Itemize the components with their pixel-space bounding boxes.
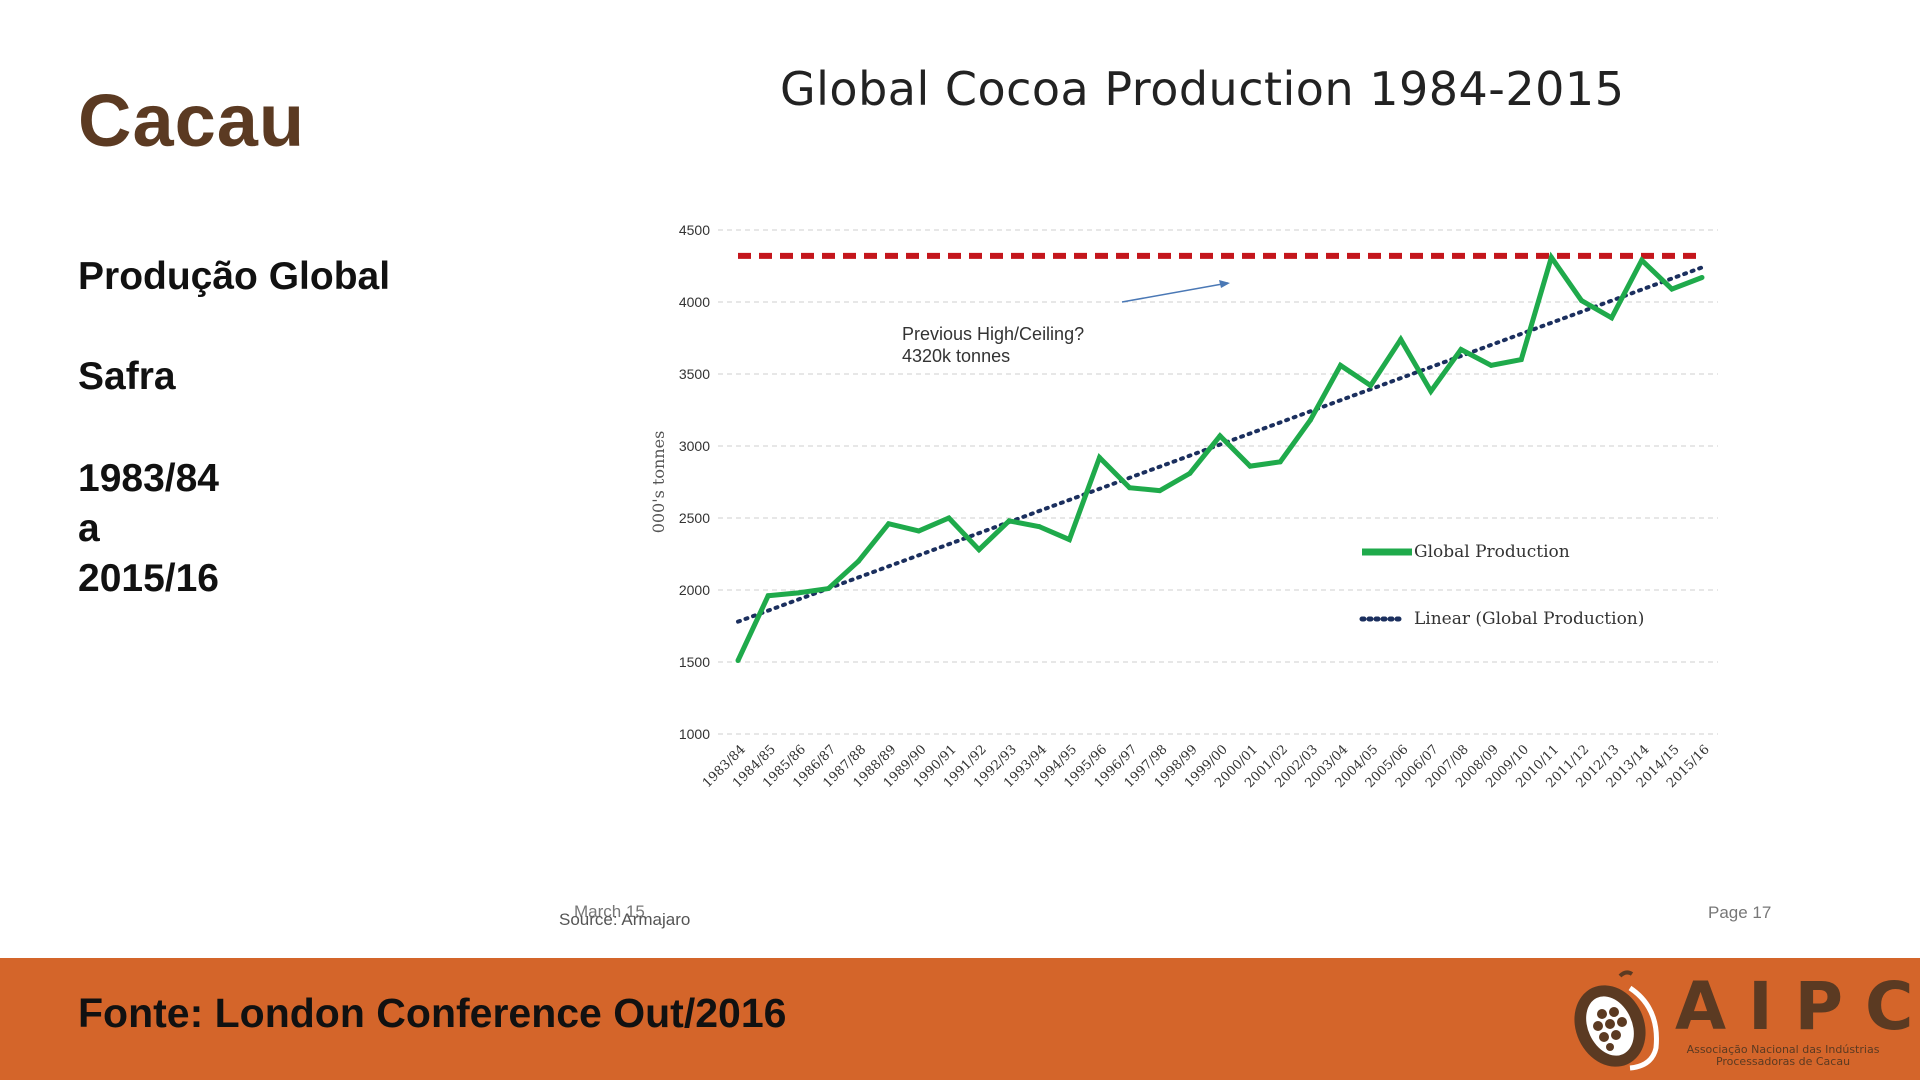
- y-tick-label: 4000: [679, 294, 710, 310]
- production-point: [1187, 470, 1193, 476]
- annotation-arrowhead: [1219, 280, 1230, 288]
- y-tick-label: 2000: [679, 582, 710, 598]
- footer-bar: Fonte: London Conference Out/2016 AIPC A…: [0, 958, 1920, 1080]
- production-point: [1368, 383, 1374, 389]
- annotation-line2: 4320k tonnes: [902, 346, 1010, 366]
- safra-label: Safra: [78, 355, 176, 398]
- production-chart: 1000 1500 2000 2500 3000 3500 4000 4500 1983/84…: [649, 222, 1718, 791]
- production-point: [1217, 433, 1223, 439]
- production-point: [1247, 463, 1253, 469]
- production-point: [1488, 362, 1494, 368]
- production-point: [856, 558, 861, 564]
- production-line: [735, 251, 1703, 662]
- production-point: [1428, 388, 1434, 394]
- production-point: [1458, 347, 1464, 353]
- production-point: [1579, 298, 1584, 304]
- footer-source: Fonte: London Conference Out/2016: [78, 990, 787, 1036]
- range-connector: a: [78, 507, 100, 550]
- slide-title: Cacau: [78, 79, 306, 162]
- logo-text: AIPC: [1675, 968, 1920, 1045]
- y-axis-label: 000's tonnes: [649, 431, 668, 534]
- production-point: [765, 593, 771, 599]
- production-point: [1609, 315, 1615, 321]
- production-point: [1127, 485, 1133, 491]
- range-end: 2015/16: [78, 557, 219, 600]
- production-point: [825, 586, 831, 592]
- production-point: [1518, 357, 1524, 363]
- production-point: [886, 521, 892, 527]
- trend-line: [736, 265, 1704, 624]
- production-point: [1338, 362, 1343, 368]
- grid-layer: [718, 229, 1718, 735]
- production-point: [916, 528, 922, 534]
- production-point: [1639, 257, 1645, 263]
- logo-subtitle: Associação Nacional das Indústrias Proce…: [1678, 1044, 1888, 1068]
- production-point: [1669, 286, 1675, 292]
- page-number: Page 17: [1708, 903, 1772, 922]
- subtitle-producao-global: Produção Global: [78, 255, 391, 298]
- logo-sub-line1: Associação Nacional das Indústrias: [1686, 1043, 1880, 1056]
- production-point: [946, 515, 952, 521]
- cocoa-pod-icon: [1574, 970, 1659, 1071]
- production-point: [735, 658, 741, 664]
- y-tick-label: 2500: [679, 510, 710, 526]
- annotation-arrow: [1121, 282, 1229, 303]
- production-points: [735, 254, 1705, 664]
- production-point: [1699, 275, 1705, 281]
- range-start: 1983/84: [78, 457, 219, 500]
- production-point: [1277, 459, 1283, 465]
- y-tick-labels: 1000 1500 2000 2500 3000 3500 4000 4500: [679, 222, 710, 742]
- annotation-line1: Previous High/Ceiling?: [902, 324, 1084, 344]
- y-tick-label: 1500: [679, 654, 710, 670]
- production-point: [1398, 336, 1404, 342]
- production-point: [1097, 455, 1102, 461]
- logo-sub-line2: Processadoras de Cacau: [1715, 1055, 1851, 1068]
- chart-title: Global Cocoa Production 1984-2015: [780, 62, 1625, 116]
- legend-trend-label: Linear (Global Production): [1414, 609, 1644, 629]
- production-point: [1036, 524, 1042, 530]
- production-point: [1307, 417, 1313, 423]
- source-text: Source: Armajaro: [559, 910, 691, 929]
- y-tick-label: 1000: [679, 726, 710, 742]
- y-tick-label: 4500: [679, 222, 710, 238]
- production-point: [795, 590, 801, 596]
- legend-production-label: Global Production: [1414, 542, 1570, 562]
- aipc-logo: AIPC Associação Nacional das Indústrias …: [1560, 968, 1913, 1074]
- production-point: [1548, 254, 1554, 260]
- production-point: [1066, 537, 1072, 543]
- y-tick-label: 3000: [679, 438, 710, 454]
- production-point: [976, 547, 982, 553]
- y-tick-label: 3500: [679, 366, 710, 382]
- production-point: [1006, 518, 1012, 524]
- production-point: [1157, 488, 1163, 494]
- date-text: March 15: [574, 902, 645, 921]
- x-tick-labels: 1983/841984/851985/861986/871987/881988/…: [700, 742, 1713, 791]
